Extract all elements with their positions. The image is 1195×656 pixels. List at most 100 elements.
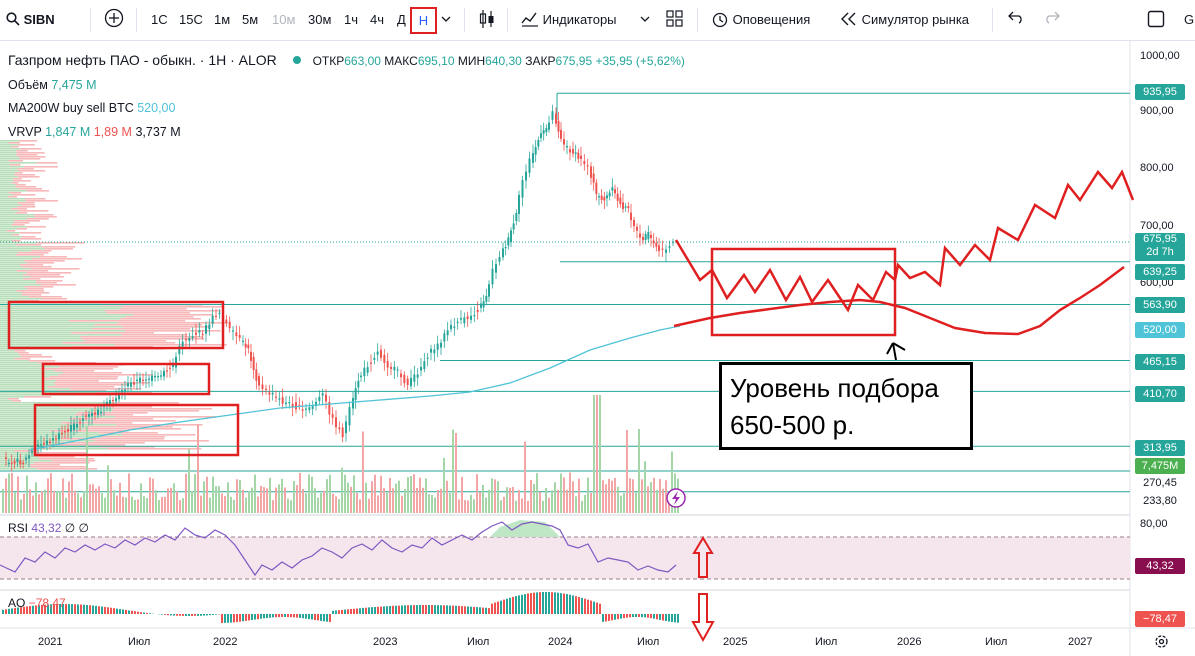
interval-4h[interactable]: 4ч — [370, 12, 385, 27]
vrvp-down-bar — [14, 172, 23, 174]
toolbar-cut-label[interactable]: G — [1184, 12, 1195, 27]
ao-bar — [203, 614, 205, 616]
volume-bar — [518, 489, 520, 513]
interval-1s[interactable]: 1С — [151, 12, 168, 27]
candle-body — [661, 248, 664, 250]
ma-legend[interactable]: MA200W buy sell BTC 520,00 — [8, 101, 175, 115]
undo-button[interactable] — [1007, 9, 1025, 31]
ao-bar — [161, 614, 163, 615]
volume-bar — [458, 499, 460, 513]
vrvp-up-bar — [0, 210, 19, 212]
candle-body — [97, 409, 99, 416]
ao-bar — [575, 596, 577, 614]
rewind-icon — [841, 12, 856, 26]
vrvp-up-bar — [0, 178, 13, 180]
candle-body — [545, 128, 548, 132]
interval-week[interactable]: Н — [410, 7, 437, 34]
vrvp-up-bar — [0, 184, 16, 186]
candle-body — [10, 462, 13, 464]
layouts-button[interactable] — [666, 9, 683, 31]
ao-bar — [332, 610, 334, 614]
candle-body — [488, 284, 490, 297]
settings-button[interactable] — [1154, 634, 1169, 654]
candle-body — [88, 414, 90, 417]
candle-body — [166, 370, 168, 372]
volume-bar — [116, 495, 118, 513]
candle-body — [321, 393, 324, 396]
ao-bar — [194, 614, 196, 616]
candle-body — [215, 315, 217, 318]
time-tick: 2026 — [897, 636, 922, 648]
annotation-box[interactable]: Уровень подбора 650-500 р. — [719, 362, 973, 450]
volume-bar — [131, 496, 133, 513]
volume-bar — [587, 477, 589, 513]
rsi-legend[interactable]: RSI 43,32 ∅ ∅ — [8, 521, 89, 535]
vrvp-legend[interactable]: VRVP 1,847 M 1,89 M 3,737 M — [8, 125, 181, 139]
redo-button[interactable] — [1043, 9, 1061, 31]
volume-bar — [149, 477, 151, 513]
interval-5m[interactable]: 5м — [242, 12, 259, 27]
vrvp-up-bar — [0, 244, 17, 246]
ao-bar — [500, 600, 502, 614]
volume-bar — [59, 491, 61, 513]
interval-dropdown[interactable] — [441, 9, 451, 31]
legend-title[interactable]: Газпром нефть ПАО - обыкн. · 1Н · ALOR — [8, 52, 277, 68]
candle-body — [566, 145, 568, 148]
volume-zone-box-1 — [7, 300, 225, 350]
add-symbol-button[interactable] — [104, 8, 124, 30]
interval-1h[interactable]: 1ч — [344, 12, 359, 27]
candle-body — [366, 367, 369, 373]
interval-day[interactable]: Д — [397, 12, 406, 27]
interval-1m[interactable]: 1м — [214, 12, 231, 27]
indicators-dropdown[interactable] — [640, 9, 650, 31]
interval-30m[interactable]: 30м — [308, 12, 332, 27]
ao-bar — [545, 592, 547, 614]
forecast-curve — [673, 266, 1125, 336]
candle-body — [142, 379, 144, 381]
candle-body — [540, 133, 542, 139]
candle-body — [238, 334, 241, 338]
interval-10m[interactable]: 10м — [272, 12, 296, 27]
low-value: 640,30 — [485, 54, 522, 68]
vrvp-up-bar — [0, 240, 13, 242]
ao-legend[interactable]: AO −78,47 — [8, 596, 66, 610]
toolbar-divider — [992, 8, 993, 32]
candle-body — [73, 423, 75, 431]
vrvp-down-bar — [40, 256, 67, 258]
interval-15s[interactable]: 15С — [179, 12, 203, 27]
volume-bar — [338, 499, 340, 513]
vrvp-down-bar — [26, 218, 49, 220]
chart-type-button[interactable] — [478, 9, 496, 31]
rsi-tag: 43,32 — [1135, 558, 1185, 574]
vrvp-up-bar — [0, 390, 58, 392]
indicators-button[interactable]: Индикаторы — [521, 9, 617, 31]
volume-bar — [71, 473, 73, 513]
ao-bar — [569, 594, 571, 614]
ao-bar — [653, 614, 655, 619]
candle-body — [624, 206, 627, 208]
candle-body — [271, 392, 274, 395]
symbol-search[interactable]: SIBN — [6, 9, 55, 31]
vrvp-up-bar — [0, 148, 20, 150]
candle-body — [145, 379, 147, 381]
vrvp-down-bar — [8, 142, 21, 144]
volume-bar — [431, 495, 433, 513]
volume-bar — [5, 478, 7, 513]
vrvp-up-bar — [0, 152, 17, 154]
time-tick: 2021 — [38, 636, 63, 648]
volume-legend[interactable]: Объём 7,475 M — [8, 78, 96, 92]
ao-bar — [329, 614, 331, 622]
ao-bar — [230, 614, 232, 623]
fullscreen-button[interactable] — [1147, 9, 1165, 31]
volume-bar — [122, 496, 124, 513]
ao-bar — [497, 601, 499, 614]
volume-bar — [551, 490, 553, 513]
vrvp-up-bar — [0, 308, 120, 310]
top-toolbar: SIBN 1С 15С 1м 5м 10м 30м 1ч 4ч Д Н Инди… — [0, 0, 1195, 41]
ao-bar — [539, 592, 541, 614]
simulator-button[interactable]: Симулятор рынка — [840, 9, 969, 31]
alerts-button[interactable]: Оповещения — [711, 9, 810, 31]
vrvp-down-bar — [117, 322, 228, 324]
vrvp-down-bar — [21, 292, 50, 294]
